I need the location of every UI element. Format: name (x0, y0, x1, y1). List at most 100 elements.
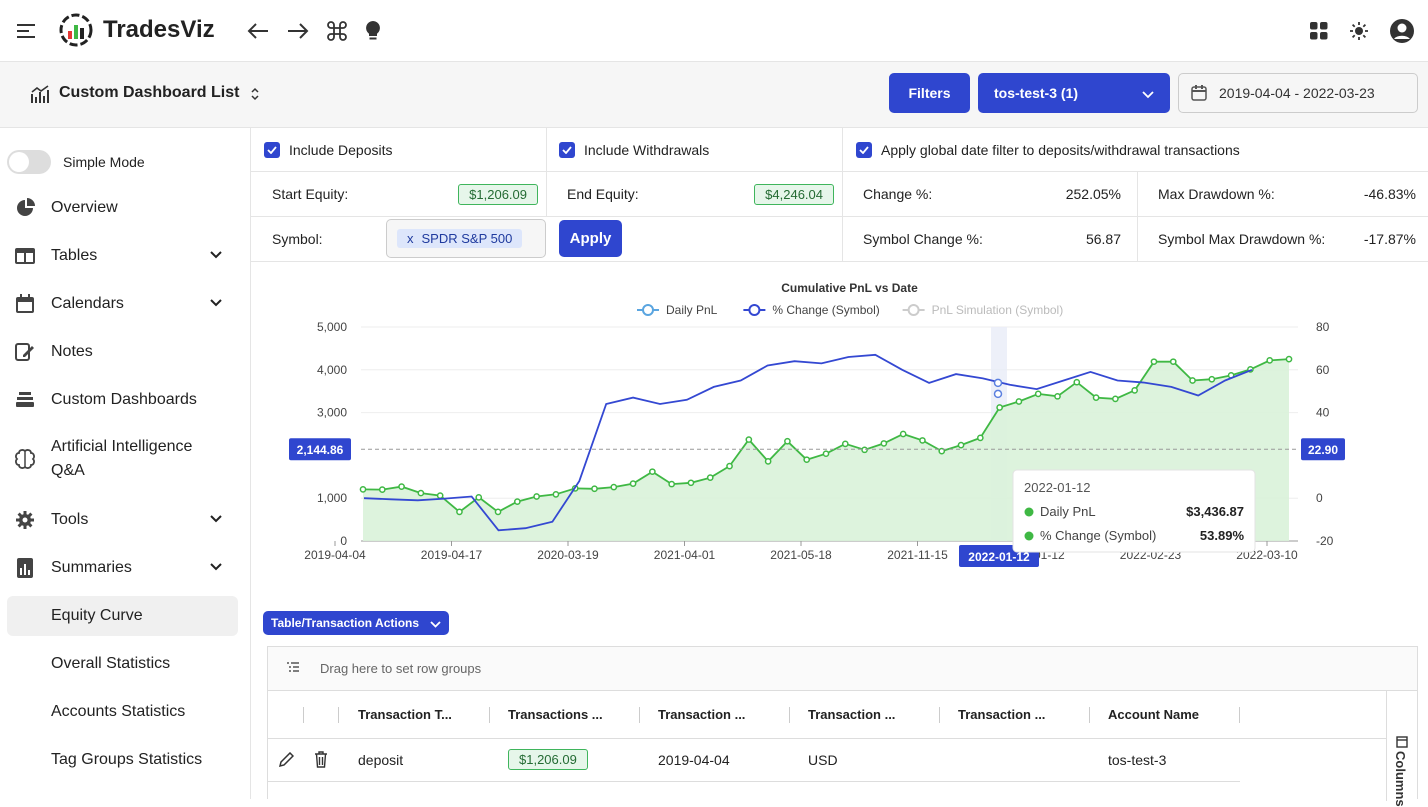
cell-account-name: tos-test-3 (1108, 752, 1167, 768)
daily-pnl-point (899, 430, 907, 438)
column-header-transactions-amount[interactable]: Transactions ... (508, 706, 603, 722)
x-tick-label: 2020-03-19 (537, 548, 599, 562)
lightbulb-icon[interactable] (360, 18, 386, 44)
cell-transaction-currency: USD (808, 752, 838, 768)
sidebar-item-custom-dashboards[interactable]: Custom Dashboards (0, 384, 251, 416)
daily-pnl-point (841, 440, 849, 448)
include-withdrawals-cell: Include Withdrawals (547, 128, 843, 172)
columns-icon (1396, 735, 1408, 753)
sidebar: Simple Mode Overview Tables Calendars No… (0, 128, 251, 799)
sidebar-subitem-equity-curve[interactable]: Equity Curve (7, 596, 238, 636)
grid-header: Transaction T... Transactions ... Transa… (268, 691, 1386, 739)
hamburger-menu-icon[interactable] (14, 18, 40, 44)
calendar-icon (14, 293, 36, 315)
sidebar-item-summaries[interactable]: Summaries (0, 552, 251, 584)
row-group-icon (286, 661, 300, 680)
daily-pnl-point (957, 441, 965, 449)
layers-icon (14, 389, 36, 411)
daily-pnl-point (1150, 358, 1158, 366)
sidebar-item-overview[interactable]: Overview (0, 192, 251, 224)
chevron-down-icon (209, 511, 223, 529)
daily-pnl-point (880, 440, 888, 447)
forward-arrow-icon[interactable] (284, 18, 312, 44)
row-group-panel[interactable]: Drag here to set row groups (268, 647, 1417, 691)
apps-grid-icon[interactable] (1306, 18, 1332, 44)
chevron-down-icon (209, 559, 223, 577)
apply-button[interactable]: Apply (559, 220, 622, 257)
include-deposits-label: Include Deposits (289, 141, 393, 158)
columns-side-tab-label: Columns (1393, 751, 1408, 807)
table-row[interactable]: deposit $1,206.09 2019-04-04 USD tos-tes… (268, 739, 1240, 782)
column-header-transaction-date[interactable]: Transaction ... (658, 706, 746, 722)
sidebar-item-calendars[interactable]: Calendars (0, 288, 251, 320)
user-avatar-icon[interactable] (1388, 17, 1416, 45)
cell-transaction-date: 2019-04-04 (658, 752, 730, 768)
y-right-tick-label: 40 (1316, 406, 1330, 420)
sidebar-subitem-accounts-statistics[interactable]: Accounts Statistics (51, 703, 186, 720)
daily-pnl-point (533, 493, 540, 500)
daily-pnl-point (456, 508, 463, 516)
back-arrow-icon[interactable] (244, 18, 272, 44)
edit-pencil-icon[interactable] (278, 751, 295, 771)
column-header-transaction-other[interactable]: Transaction ... (958, 706, 1046, 722)
y-left-tick-label: 5,000 (317, 320, 347, 334)
tooltip-dot-pnl (1024, 507, 1034, 517)
tooltip-pct-label: % Change (Symbol) (1040, 528, 1156, 543)
crosshair-left-badge (289, 438, 351, 461)
include-withdrawals-label: Include Withdrawals (584, 141, 710, 158)
max-drawdown-cell: Max Drawdown %: -46.83% (1138, 172, 1428, 217)
account-select-value: tos-test-3 (1) (994, 85, 1079, 101)
chevron-down-icon (1142, 87, 1154, 103)
cell-transaction-amount: $1,206.09 (508, 749, 588, 770)
tooltip-pnl-value: $3,436.87 (1186, 504, 1244, 519)
sidebar-item-ai-qa[interactable]: Artificial Intelligence Q&A (0, 434, 251, 484)
theme-sun-icon[interactable] (1346, 18, 1372, 44)
sidebar-subitem-overall-statistics[interactable]: Overall Statistics (51, 655, 171, 672)
start-equity-cell: Start Equity: $1,206.09 (251, 172, 547, 217)
apply-global-date-checkbox[interactable] (856, 141, 872, 158)
sidebar-item-tools[interactable]: Tools (0, 504, 251, 536)
equity-curve-chart[interactable]: Cumulative PnL vs Date Daily PnL % Change … (251, 262, 1428, 602)
tooltip-dot-pct (1024, 531, 1034, 541)
columns-side-tab[interactable]: Columns (1386, 691, 1417, 807)
table-actions-button[interactable]: Table/Transaction Actions (263, 611, 449, 635)
trash-icon[interactable] (314, 751, 328, 771)
daily-pnl-point (822, 450, 830, 458)
symbol-max-drawdown-cell: Symbol Max Drawdown %: -17.87% (1138, 217, 1428, 262)
include-withdrawals-checkbox[interactable] (559, 141, 575, 158)
filters-button[interactable]: Filters (889, 73, 970, 113)
daily-pnl-point (1092, 394, 1100, 401)
include-deposits-checkbox[interactable] (264, 141, 280, 158)
daily-pnl-point (726, 462, 733, 470)
sort-chevrons-icon[interactable] (248, 84, 262, 104)
symbol-tag-remove[interactable]: x (407, 231, 414, 246)
column-header-transaction-type[interactable]: Transaction T... (358, 706, 452, 722)
command-icon[interactable] (324, 18, 350, 44)
daily-pnl-point (764, 458, 772, 465)
column-header-transaction-currency[interactable]: Transaction ... (808, 706, 896, 722)
daily-pnl-point (938, 447, 946, 455)
y-left-tick-label: 1,000 (317, 491, 347, 505)
date-range-picker[interactable]: 2019-04-04 - 2022-03-23 (1178, 73, 1418, 113)
sidebar-item-tables[interactable]: Tables (0, 240, 251, 272)
simple-mode-toggle[interactable] (7, 150, 51, 174)
daily-pnl-point (1208, 375, 1216, 383)
y-left-tick-label: 0 (340, 534, 347, 548)
dashboard-list-title[interactable]: Custom Dashboard List (59, 84, 240, 101)
crosshair-x-value: 2022-01-12 (968, 550, 1030, 564)
symbol-max-drawdown-value: -17.87% (1363, 231, 1416, 247)
legend-label-2: PnL Simulation (Symbol) (932, 303, 1064, 317)
change-value: 252.05% (1065, 186, 1121, 202)
notes-icon (14, 341, 36, 363)
sidebar-subitem-tag-groups-statistics[interactable]: Tag Groups Statistics (51, 751, 203, 768)
row-group-hint: Drag here to set row groups (320, 661, 482, 676)
brand-name: TradesViz (103, 16, 215, 43)
symbol-select[interactable]: x SPDR S&P 500 (386, 219, 546, 258)
column-header-account-name[interactable]: Account Name (1108, 706, 1200, 722)
daily-pnl-point (976, 434, 984, 442)
symbol-change-value: 56.87 (1085, 231, 1121, 247)
daily-pnl-point (629, 480, 637, 487)
account-select[interactable]: tos-test-3 (1) (978, 73, 1170, 113)
symbol-tag-label: SPDR S&P 500 (421, 231, 513, 246)
sidebar-item-notes[interactable]: Notes (0, 336, 251, 368)
